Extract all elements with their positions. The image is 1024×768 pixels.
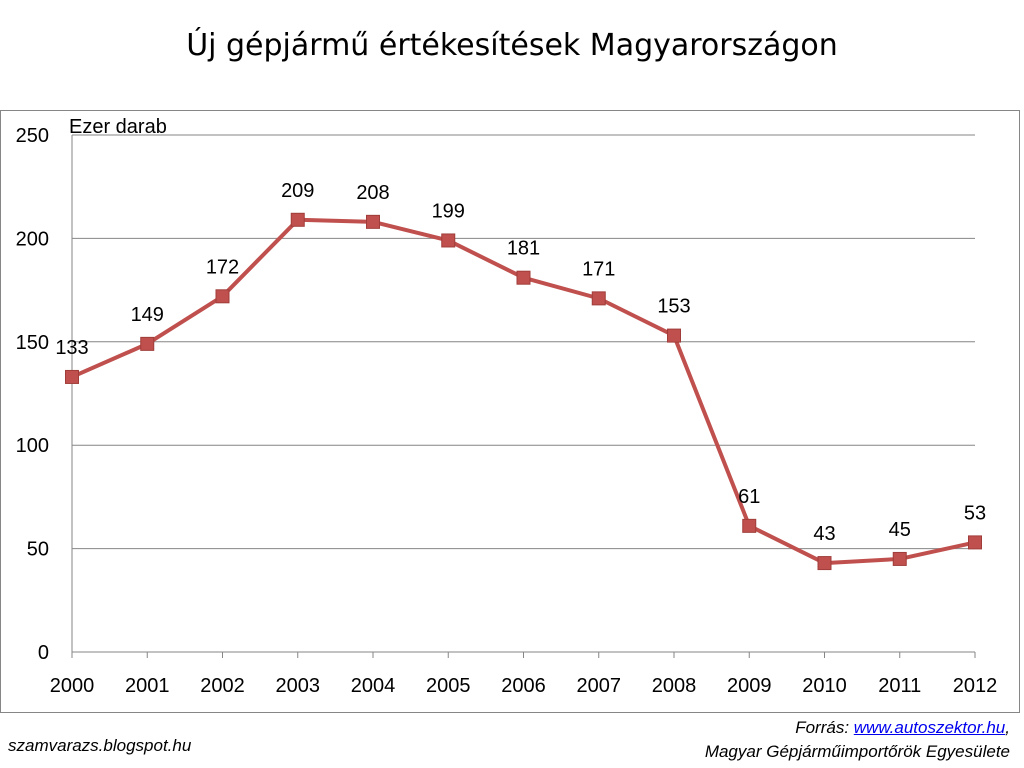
data-label: 45 bbox=[889, 519, 911, 541]
x-tick-label: 2011 bbox=[878, 675, 921, 697]
data-point bbox=[215, 289, 230, 304]
data-labels: 133 149 172 209 208 199 181 171 153 61 43 45 53 bbox=[55, 180, 986, 545]
x-tick-label: 2010 bbox=[802, 675, 847, 697]
data-label: 53 bbox=[964, 502, 986, 524]
y-tick-label: 250 bbox=[16, 125, 49, 147]
source-prefix: Forrás: bbox=[795, 718, 854, 737]
x-tick-label: 2007 bbox=[577, 675, 622, 697]
data-label: 61 bbox=[738, 486, 760, 508]
data-label: 153 bbox=[657, 296, 690, 318]
y-tick-label: 0 bbox=[38, 642, 49, 664]
source-link[interactable]: www.autoszektor.hu bbox=[853, 718, 1006, 737]
source-line: Forrás: www.autoszektor.hu, bbox=[705, 716, 1010, 740]
x-tick-label: 2012 bbox=[953, 675, 998, 697]
data-label: 171 bbox=[582, 258, 615, 280]
data-point bbox=[892, 551, 907, 566]
y-tick-labels: 0 50 100 150 200 250 bbox=[16, 125, 49, 664]
data-point bbox=[65, 369, 79, 384]
data-point bbox=[441, 233, 456, 248]
x-tick-label: 2000 bbox=[50, 675, 95, 697]
data-label: 199 bbox=[432, 200, 465, 222]
data-point bbox=[968, 535, 982, 550]
data-label: 172 bbox=[206, 256, 239, 278]
data-point bbox=[667, 328, 681, 343]
data-point bbox=[290, 212, 305, 227]
data-point bbox=[817, 556, 832, 571]
y-axis-label: Ezer darab bbox=[69, 116, 167, 138]
data-point bbox=[366, 214, 380, 229]
data-point bbox=[140, 336, 155, 351]
axes bbox=[71, 135, 976, 658]
y-tick-label: 100 bbox=[16, 435, 49, 457]
y-tick-label: 50 bbox=[27, 539, 49, 561]
x-tick-label: 2006 bbox=[501, 675, 546, 697]
data-point bbox=[516, 270, 531, 285]
source-suffix: , bbox=[1005, 718, 1010, 737]
y-tick-label: 150 bbox=[16, 332, 49, 354]
data-label: 209 bbox=[281, 180, 314, 202]
data-point bbox=[591, 291, 606, 306]
source-credit: Forrás: www.autoszektor.hu, Magyar Gépjá… bbox=[705, 716, 1010, 764]
x-tick-label: 2005 bbox=[426, 675, 471, 697]
x-tick-label: 2001 bbox=[125, 675, 170, 697]
data-label: 181 bbox=[507, 238, 540, 260]
x-tick-labels: 2000 2001 2002 2003 2004 2005 2006 2007 2008 2009… bbox=[50, 675, 998, 697]
blog-credit: szamvarazs.blogspot.hu bbox=[8, 736, 192, 755]
x-tick-label: 2008 bbox=[652, 675, 697, 697]
x-tick-label: 2004 bbox=[351, 675, 396, 697]
data-label: 208 bbox=[356, 182, 389, 204]
data-point bbox=[742, 518, 757, 533]
x-tick-label: 2003 bbox=[276, 675, 321, 697]
chart-title: Új gépjármű értékesítések Magyarországon bbox=[186, 28, 838, 63]
data-label: 133 bbox=[55, 337, 88, 359]
x-tick-label: 2009 bbox=[727, 675, 772, 697]
gridlines bbox=[72, 134, 975, 550]
source-organization: Magyar Gépjárműimportőrök Egyesülete bbox=[704, 742, 1010, 761]
chart-area: 0 50 100 150 200 250 2000 2001 2002 2003 2004 2005… bbox=[0, 110, 1020, 713]
y-tick-label: 200 bbox=[16, 228, 49, 250]
data-label: 149 bbox=[131, 304, 164, 326]
x-tick-label: 2002 bbox=[200, 675, 245, 697]
data-markers bbox=[65, 212, 982, 571]
line-chart: 0 50 100 150 200 250 2000 2001 2002 2003 2004 2005… bbox=[16, 116, 998, 697]
data-label: 43 bbox=[813, 523, 835, 545]
